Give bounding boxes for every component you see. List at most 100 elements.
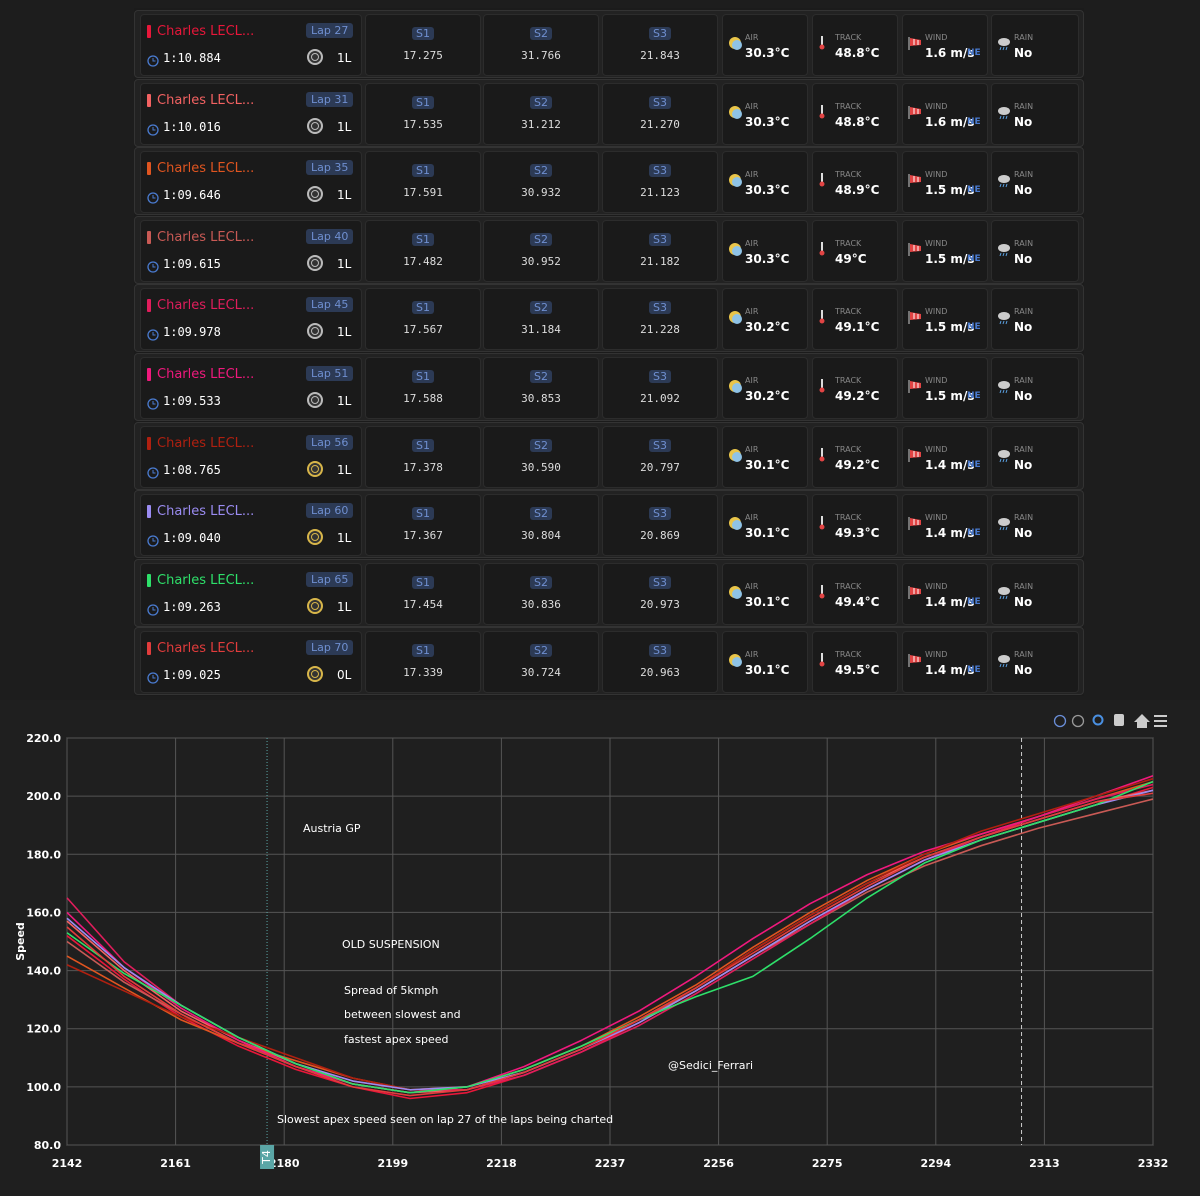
sector-cell: S2 31.184	[483, 288, 599, 351]
driver-name: Charles LECL...	[157, 298, 255, 314]
sector-time: 17.367	[403, 529, 443, 543]
sector-cell: S3 21.182	[602, 219, 718, 282]
sector-label: S1	[412, 438, 434, 452]
weather-cell: AIR 30.3°C	[722, 14, 808, 76]
wind-label: WIND	[925, 650, 948, 660]
wind-label: WIND	[925, 307, 948, 317]
wind-icon	[907, 104, 923, 124]
tyre-icon	[307, 529, 323, 549]
track-label: TRACK	[835, 444, 862, 454]
track-icon	[817, 104, 827, 124]
rain-label: RAIN	[1014, 101, 1034, 111]
air-value: 30.1°C	[745, 663, 790, 678]
sector-label: S2	[530, 575, 552, 589]
track-label: TRACK	[835, 33, 862, 42]
wind-value: 1.4 m/s	[925, 457, 975, 472]
track-label: TRACK	[835, 376, 862, 385]
rain-label: RAIN	[1014, 170, 1034, 180]
sector-cell: S3 21.092	[602, 357, 718, 419]
y-tick-label: 220.0	[26, 732, 61, 745]
y-tick-label: 200.0	[26, 790, 61, 803]
rain-icon	[996, 584, 1012, 604]
air-value: 30.2°C	[745, 389, 790, 403]
air-label: AIR	[745, 650, 759, 660]
sector-cell: S1 17.275	[365, 14, 481, 76]
sector-cell: S2 30.952	[483, 219, 599, 282]
air-label: AIR	[745, 33, 759, 42]
rain-label: RAIN	[1014, 513, 1034, 523]
driver-color	[147, 573, 151, 587]
driver-name: Charles LECL...	[157, 572, 255, 588]
y-tick-label: 140.0	[26, 965, 61, 978]
sector-cell: S1 17.454	[365, 562, 481, 625]
driver-name: Charles LECL...	[157, 92, 255, 108]
wind-label: WIND	[925, 513, 948, 523]
track-label: TRACK	[835, 650, 862, 660]
wind-icon	[907, 172, 923, 192]
wind-value: 1.5 m/s	[925, 183, 975, 198]
sector-label: S1	[412, 575, 434, 589]
sector-time: 17.378	[403, 460, 443, 474]
sector-cell: S2 30.853	[483, 357, 599, 419]
y-tick-label: 120.0	[26, 1023, 61, 1036]
driver-color	[147, 505, 151, 519]
weather-cell: RAIN No	[991, 425, 1079, 488]
air-value: 30.1°C	[745, 457, 790, 472]
driver-color	[147, 436, 151, 450]
driver-cell: Charles LECL... Lap 35 1:09.646 1L	[140, 151, 362, 214]
wind-value: 1.4 m/s	[925, 526, 975, 541]
sector-label: S3	[649, 164, 671, 178]
driver-cell: Charles LECL... Lap 65 1:09.263 1L	[140, 562, 362, 625]
sector-label: S2	[530, 301, 552, 315]
lap-number: Lap 51	[306, 366, 354, 381]
clock-icon	[147, 464, 159, 483]
sector-label: S2	[530, 95, 552, 109]
track-value: 49.5°C	[835, 663, 880, 678]
rain-label: RAIN	[1014, 650, 1034, 660]
lap-row: Charles LECL... Lap 51 1:09.533 1L S1 17.588 S…	[134, 353, 1084, 421]
driver-name: Charles LECL...	[157, 367, 255, 382]
air-icon	[727, 172, 743, 192]
air-label: AIR	[745, 307, 759, 317]
lap-time: 1:09.040	[163, 531, 221, 546]
tyre-age: 1L	[337, 51, 352, 65]
track-value: 48.8°C	[835, 114, 880, 129]
track-value: 49.2°C	[835, 389, 880, 403]
sector-label: S2	[530, 164, 552, 178]
rain-value: No	[1014, 526, 1033, 541]
sector-time: 30.804	[521, 529, 561, 543]
weather-cell: TRACK 49.2°C	[812, 357, 898, 419]
weather-cell: TRACK 49.3°C	[812, 494, 898, 557]
lap-row: Charles LECL... Lap 40 1:09.615 1L S1 17.482 S…	[134, 215, 1084, 284]
track-icon	[817, 447, 827, 467]
tyre-age: 1L	[337, 256, 352, 271]
weather-cell: RAIN No	[991, 151, 1079, 214]
wind-value: 1.5 m/s	[925, 320, 975, 335]
clock-icon	[147, 258, 159, 277]
y-tick-label: 180.0	[26, 848, 61, 861]
driver-color	[147, 368, 151, 381]
rain-icon	[996, 515, 1012, 535]
annotation: Spread of 5kmph	[344, 984, 438, 997]
air-value: 30.3°C	[745, 114, 790, 129]
sector-time: 20.797	[640, 460, 680, 474]
weather-cell: RAIN No	[991, 288, 1079, 351]
toolbar[interactable]	[1053, 714, 1168, 728]
wind-value: 1.4 m/s	[925, 594, 975, 609]
weather-cell: WIND 1.6 m/s NE	[902, 14, 988, 76]
driver-cell: Charles LECL... Lap 60 1:09.040 1L	[140, 494, 362, 557]
weather-cell: RAIN No	[991, 631, 1079, 694]
sector-cell: S3 21.843	[602, 14, 718, 76]
wind-direction: NE	[967, 253, 981, 264]
weather-cell: WIND 1.4 m/s NE	[902, 562, 988, 625]
wind-direction: NE	[967, 391, 981, 401]
sector-cell: S1 17.588	[365, 357, 481, 419]
track-icon	[817, 652, 827, 672]
lap-time: 1:09.025	[163, 668, 221, 683]
x-tick-label: 2199	[377, 1157, 408, 1170]
sector-label: S3	[649, 95, 671, 109]
lap-time: 1:09.263	[163, 599, 221, 614]
tyre-age: 1L	[337, 119, 352, 134]
wind-direction: NE	[967, 48, 981, 58]
